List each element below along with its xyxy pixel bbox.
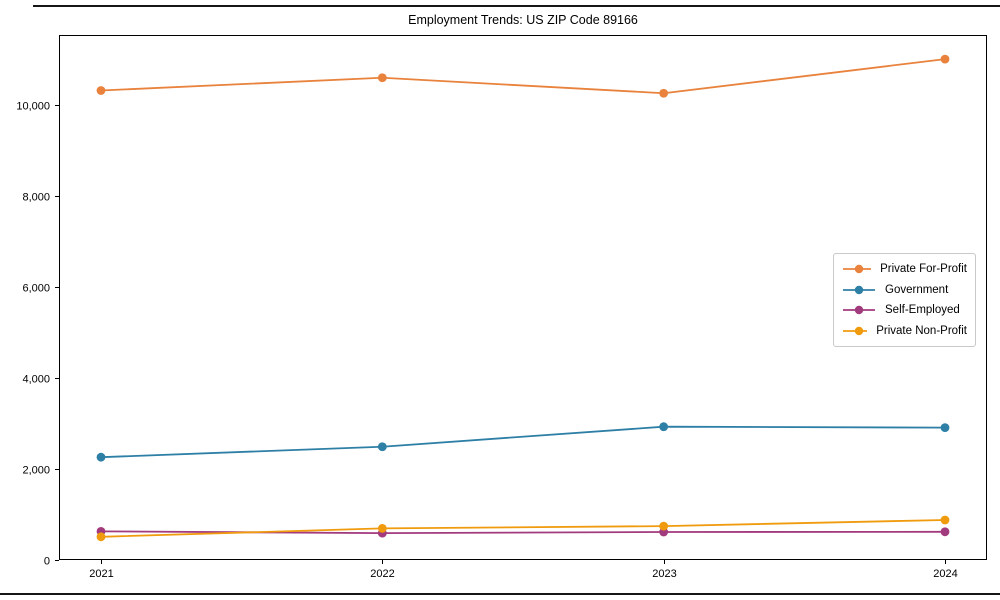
legend-line-sample-icon — [843, 264, 872, 274]
y-tick-label: 4,000 — [22, 373, 50, 385]
data-point-self-employed-2024 — [940, 527, 950, 537]
axes-frame — [59, 35, 987, 560]
y-tick-label: 10,000 — [16, 100, 50, 112]
data-point-government-2021 — [96, 452, 106, 462]
x-tick-label: 2023 — [652, 568, 676, 580]
legend-item-government: Government — [842, 281, 967, 299]
series-line-private-for-profit — [100, 58, 946, 95]
legend-item-self-employed: Self-Employed — [842, 301, 967, 319]
legend-sample-marker — [854, 264, 864, 274]
legend-label: Self-Employed — [885, 304, 960, 317]
bottom-border-rule — [0, 593, 1000, 595]
legend-item-private-for-profit: Private For-Profit — [842, 260, 967, 278]
legend-sample-marker — [854, 306, 864, 315]
legend-label: Private For-Profit — [880, 263, 967, 275]
legend: Private For-Profit Government Self-Employe… — [833, 253, 976, 347]
legend-sample-marker — [854, 285, 864, 294]
data-point-private-non-profit-2021 — [96, 532, 106, 542]
legend-label: Private Non-Profit — [876, 324, 967, 337]
x-tick-label: 2021 — [89, 568, 113, 580]
data-point-government-2023 — [659, 422, 669, 432]
legend-line-sample-icon — [843, 326, 868, 336]
chart-title: Employment Trends: US ZIP Code 89166 — [408, 13, 638, 27]
data-point-private-for-profit-2021 — [96, 86, 106, 95]
series-private-for-profit — [96, 54, 950, 98]
y-tick-label: 6,000 — [22, 282, 50, 294]
legend-item-private-non-profit: Private Non-Profit — [842, 322, 967, 340]
y-tick-label: 2,000 — [22, 464, 50, 476]
y-tick-label: 0 — [44, 555, 50, 567]
data-point-private-non-profit-2024 — [940, 515, 950, 525]
legend-sample-marker — [854, 326, 864, 336]
data-point-private-non-profit-2022 — [377, 523, 387, 533]
series-line-government — [100, 425, 946, 459]
data-point-private-for-profit-2022 — [377, 73, 387, 83]
top-border-rule — [33, 5, 1000, 7]
data-point-private-for-profit-2024 — [940, 54, 950, 64]
series-line-private-non-profit — [100, 519, 946, 538]
legend-label: Government — [885, 283, 949, 296]
legend-line-sample-icon — [843, 306, 875, 315]
data-point-private-for-profit-2023 — [659, 88, 669, 98]
series-government — [96, 422, 950, 462]
x-tick-label: 2022 — [370, 568, 394, 580]
legend-line-sample-icon — [843, 285, 875, 294]
x-tick-label: 2024 — [933, 568, 957, 580]
y-tick-label: 8,000 — [22, 191, 50, 203]
data-point-government-2024 — [940, 423, 950, 433]
data-point-private-non-profit-2023 — [659, 521, 669, 531]
data-point-government-2022 — [377, 442, 387, 452]
series-private-non-profit — [96, 515, 950, 542]
